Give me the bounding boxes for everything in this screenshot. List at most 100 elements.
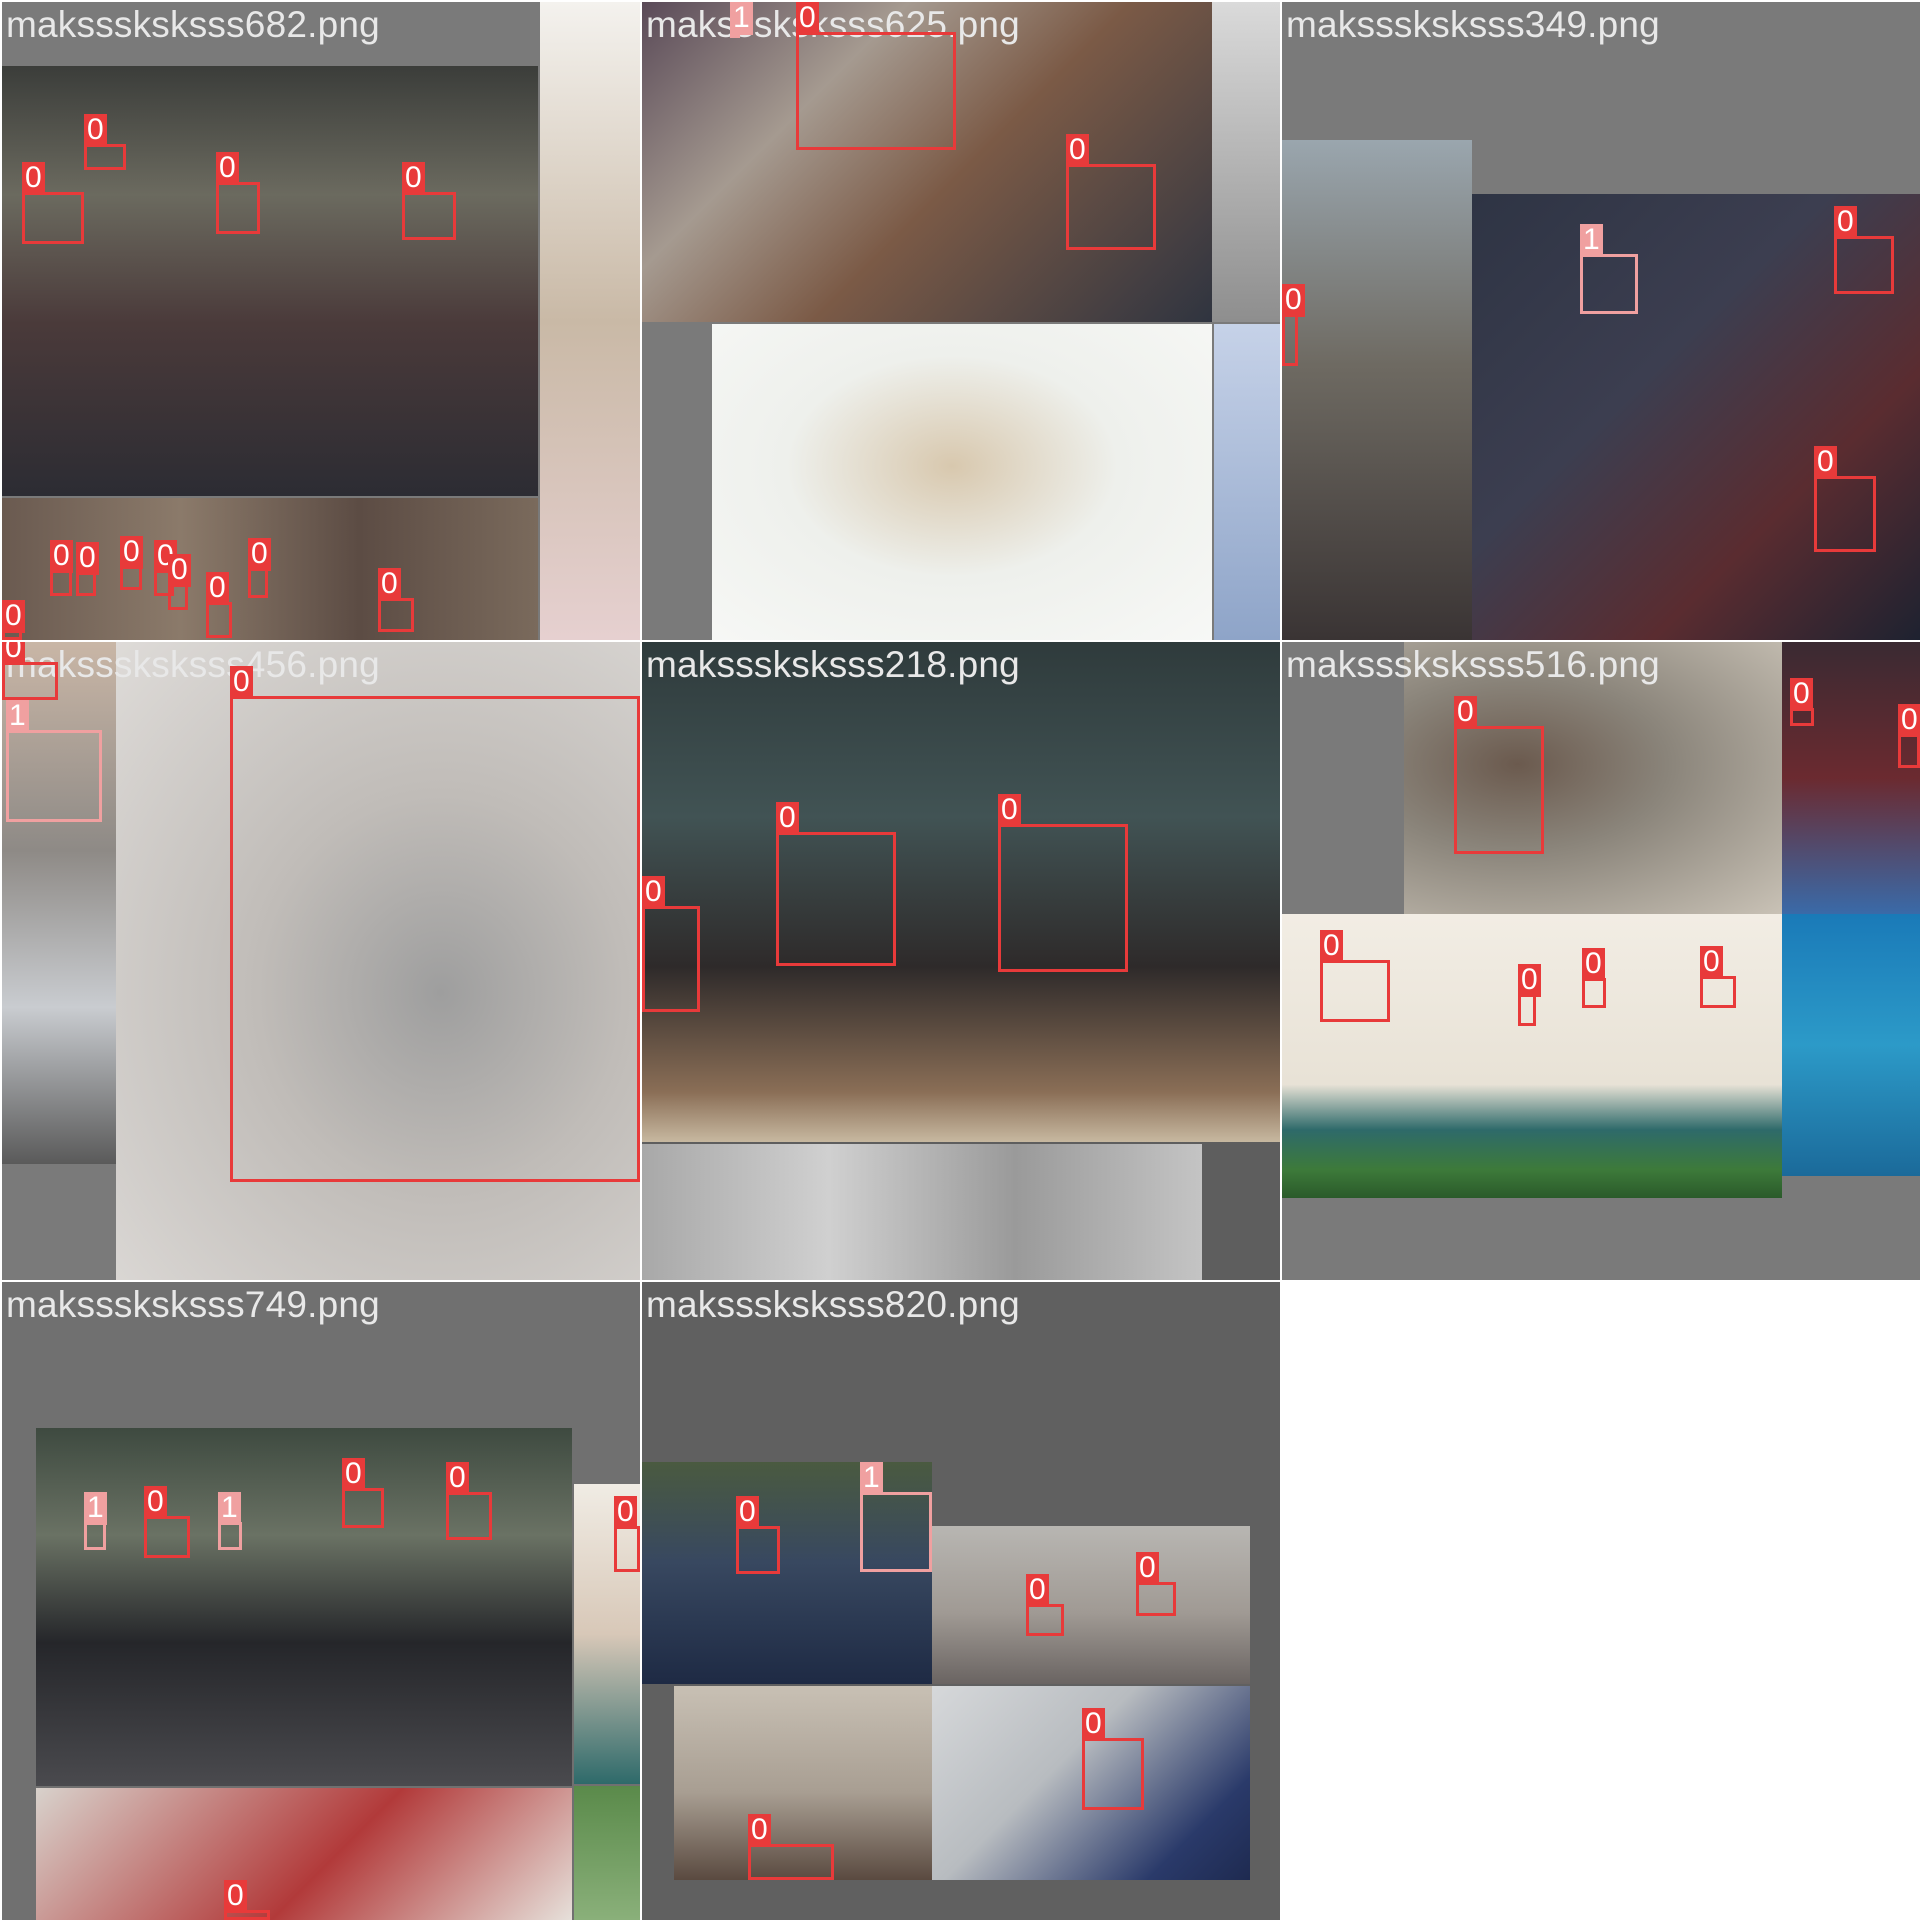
class-label: 1 <box>84 1492 107 1525</box>
class-label: 1 <box>1580 224 1603 257</box>
detection-box: 0 <box>1066 134 1156 250</box>
detection-box: 0 <box>1454 696 1544 854</box>
detection-box: 0 <box>1814 446 1876 552</box>
detection-box: 0 <box>2 642 58 700</box>
photo-travelers-seated <box>2 66 538 496</box>
detection-box: 0 <box>748 1814 834 1880</box>
mosaic-tile-625: maksssksksss625.png 1 0 0 <box>642 2 1280 640</box>
class-label: 0 <box>120 536 143 569</box>
tile-filename: maksssksksss516.png <box>1286 644 1660 685</box>
detection-box: 0 <box>84 114 126 170</box>
class-label: 0 <box>1026 1574 1049 1607</box>
class-label: 0 <box>168 554 191 587</box>
detection-box: 0 <box>1026 1574 1064 1636</box>
detection-box: 0 <box>216 152 260 234</box>
photo-edge-news <box>574 1484 640 1784</box>
detection-box: 0 <box>796 2 956 150</box>
photo-grey-curtain <box>642 1144 1202 1280</box>
detection-box: 1 <box>730 2 753 38</box>
class-label: 0 <box>642 876 665 909</box>
class-label: 0 <box>248 538 271 571</box>
detection-box: 0 <box>1700 946 1736 1008</box>
mosaic-tile-820: maksssksksss820.png 0 1 0 0 0 0 <box>642 1282 1280 1920</box>
class-label: 0 <box>206 572 229 605</box>
detection-box: 0 <box>736 1496 780 1574</box>
class-label: 0 <box>776 802 799 835</box>
class-label: 0 <box>1834 206 1857 239</box>
detection-box: 0 <box>378 568 414 632</box>
photo-man-with-phone <box>1472 194 1920 640</box>
class-label: 0 <box>1898 704 1920 737</box>
detection-box: 0 <box>642 876 700 1012</box>
detection-box: 1 <box>6 700 102 822</box>
class-label: 0 <box>736 1496 759 1529</box>
photo-edge-blue <box>1214 324 1280 640</box>
class-label: 0 <box>1700 946 1723 979</box>
class-label: 0 <box>1454 696 1477 729</box>
class-label: 0 <box>1282 284 1305 317</box>
class-label: 0 <box>1082 1708 1105 1741</box>
detection-box: 0 <box>248 538 271 598</box>
detection-box: 0 <box>224 1880 270 1920</box>
class-label: 0 <box>2 600 25 633</box>
photo-sea-screen <box>1782 914 1920 1176</box>
class-label: 0 <box>1066 134 1089 167</box>
detection-box: 1 <box>860 1462 932 1572</box>
photo-woman-large-mask <box>116 642 640 1280</box>
detection-box: 0 <box>446 1462 492 1540</box>
class-label: 0 <box>402 162 425 195</box>
class-label: 0 <box>378 568 401 601</box>
detection-box: 0 <box>776 802 896 966</box>
class-label: 0 <box>1320 930 1343 963</box>
class-label: 0 <box>2 642 25 665</box>
detection-box: 0 <box>1320 930 1390 1022</box>
class-label: 0 <box>1814 446 1837 479</box>
photo-edge-green <box>574 1786 640 1920</box>
mosaic-tile-349: maksssksksss349.png 0 1 0 0 <box>1282 2 1920 640</box>
mosaic-tile-749: maksssksksss749.png 1 0 1 0 0 0 1 0 <box>2 1282 640 1920</box>
tile-filename: maksssksksss349.png <box>1286 4 1660 45</box>
class-label: 1 <box>6 700 29 733</box>
photo-man-doorway <box>674 1686 932 1880</box>
detection-box: 0 <box>1834 206 1894 294</box>
detection-box: 1 <box>84 1492 107 1550</box>
detection-box: 0 <box>402 162 456 240</box>
photo-masked-woman-scarf <box>642 2 1212 322</box>
detection-box: 0 <box>1790 678 1814 726</box>
class-label: 0 <box>224 1880 247 1913</box>
class-label: 0 <box>144 1486 167 1519</box>
class-label: 0 <box>1518 964 1541 997</box>
detection-box: 0 <box>22 162 84 244</box>
class-label: 0 <box>84 114 107 147</box>
detection-box: 0 <box>120 536 143 590</box>
class-label: 0 <box>748 1814 771 1847</box>
tile-filename: maksssksksss625.png <box>646 4 1020 45</box>
class-label: 0 <box>614 1496 637 1529</box>
class-label: 0 <box>22 162 45 195</box>
tile-filename: maksssksksss682.png <box>6 4 380 45</box>
photo-city-street <box>1282 140 1472 640</box>
tile-filename: maksssksksss820.png <box>646 1284 1020 1325</box>
detection-box: 0 <box>168 554 191 610</box>
photo-masked-young-man <box>712 324 1212 640</box>
detection-box: 0 <box>144 1486 190 1558</box>
class-label: 0 <box>1582 948 1605 981</box>
photo-car-interior <box>36 1788 572 1920</box>
detection-box: 1 <box>1580 224 1638 314</box>
photo-men-in-jackets <box>642 1462 932 1684</box>
class-label: 1 <box>730 2 753 35</box>
class-label: 0 <box>50 540 73 573</box>
mosaic-tile-682: maksssksksss682.png 0 0 0 0 0 0 0 0 0 0 … <box>2 2 640 640</box>
class-label: 0 <box>342 1458 365 1491</box>
detection-box: 0 <box>230 666 640 1182</box>
detection-box: 0 <box>2 600 25 640</box>
tile-filename: maksssksksss218.png <box>646 644 1020 685</box>
photo-edge-window <box>1212 2 1280 322</box>
detection-box: 0 <box>1282 284 1305 366</box>
detection-box: 0 <box>614 1496 640 1572</box>
detection-box: 0 <box>76 542 99 596</box>
class-label: 0 <box>796 2 819 35</box>
photo-smoggy-street <box>932 1526 1250 1684</box>
detection-box: 0 <box>1082 1708 1144 1810</box>
detection-box: 0 <box>1582 948 1606 1008</box>
